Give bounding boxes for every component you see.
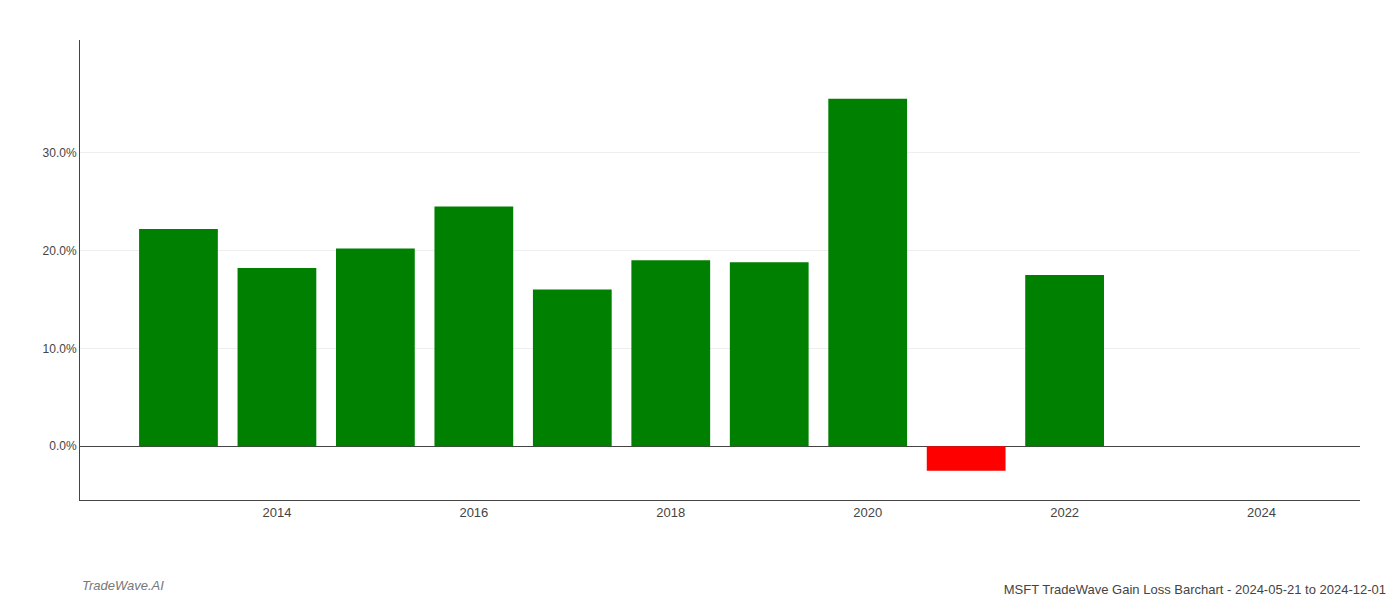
svg-text:2020: 2020 (853, 505, 882, 520)
svg-text:TradeWave.AI: TradeWave.AI (82, 578, 164, 593)
svg-text:2016: 2016 (459, 505, 488, 520)
svg-text:2024: 2024 (1247, 505, 1276, 520)
svg-text:2022: 2022 (1050, 505, 1079, 520)
svg-text:30.0%: 30.0% (43, 146, 77, 160)
svg-text:10.0%: 10.0% (43, 342, 77, 356)
svg-text:20.0%: 20.0% (43, 244, 77, 258)
svg-text:2018: 2018 (656, 505, 685, 520)
svg-text:0.0%: 0.0% (49, 439, 77, 453)
svg-text:2014: 2014 (262, 505, 291, 520)
svg-text:MSFT TradeWave Gain Loss Barch: MSFT TradeWave Gain Loss Barchart - 2024… (1004, 582, 1386, 597)
